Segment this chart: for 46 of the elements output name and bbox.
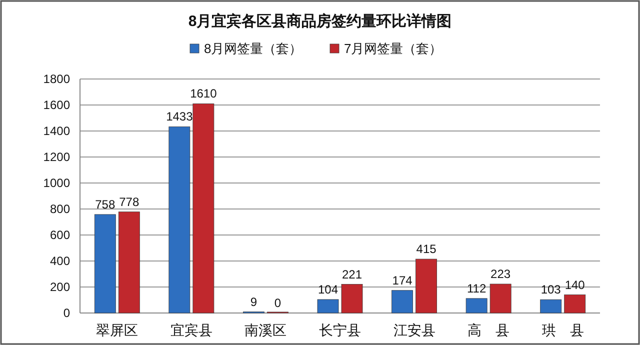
y-tick-label: 600 xyxy=(50,228,70,242)
y-tick-label: 1200 xyxy=(43,150,70,164)
y-tick-label: 1000 xyxy=(43,176,70,190)
bar xyxy=(317,299,339,314)
data-label: 221 xyxy=(342,267,362,282)
bar xyxy=(118,212,140,314)
x-tick-label: 南溪区 xyxy=(244,322,287,338)
legend-label: 7月网签量（套） xyxy=(344,41,442,56)
data-label: 104 xyxy=(318,282,338,296)
bar xyxy=(416,258,437,314)
x-tick-label: 高 县 xyxy=(468,322,510,338)
legend-label: 8月网签量（套） xyxy=(204,41,302,56)
data-label: 112 xyxy=(467,281,486,296)
y-tick-label: 800 xyxy=(50,202,70,216)
bar xyxy=(466,298,488,314)
data-label: 758 xyxy=(95,197,116,212)
x-tick-label: 翠屏区 xyxy=(96,322,138,338)
bar xyxy=(192,104,214,314)
y-tick-label: 1800 xyxy=(43,72,70,86)
data-label: 103 xyxy=(540,282,562,297)
data-label: 0 xyxy=(274,296,282,310)
x-tick-label: 宜宾县 xyxy=(170,322,212,338)
bar xyxy=(392,290,413,314)
bar xyxy=(490,284,512,314)
data-label: 1610 xyxy=(190,86,218,101)
y-tick-label: 0 xyxy=(63,306,70,320)
y-tick-label: 200 xyxy=(50,280,70,294)
bar xyxy=(341,284,363,314)
data-label: 778 xyxy=(119,194,140,209)
bar xyxy=(540,299,562,314)
data-label: 9 xyxy=(250,294,258,309)
y-tick-label: 1400 xyxy=(43,124,70,138)
data-label: 223 xyxy=(490,267,511,282)
bar xyxy=(564,294,586,314)
x-tick-label: 珙 县 xyxy=(542,322,584,338)
x-tick-label: 江安县 xyxy=(393,322,436,338)
y-tick-label: 400 xyxy=(50,254,70,268)
data-label: 415 xyxy=(416,242,437,256)
y-tick-label: 1600 xyxy=(43,98,70,112)
bar xyxy=(168,126,190,314)
data-label: 1433 xyxy=(166,110,194,124)
data-label: 174 xyxy=(392,273,413,288)
bar xyxy=(94,214,116,314)
chart-title: 8月宜宾各区县商品房签约量环比详情图 xyxy=(188,12,452,30)
x-tick-label: 长宁县 xyxy=(319,322,361,338)
data-label: 140 xyxy=(564,278,586,292)
